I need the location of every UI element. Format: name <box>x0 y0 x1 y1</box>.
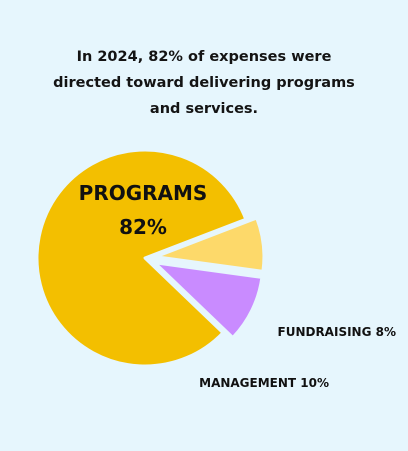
pie-slices <box>35 148 266 368</box>
pie-slice-fundraising <box>154 216 266 273</box>
pie-slice-programs <box>35 148 248 368</box>
chart-title: In 2024, 82% of expenses were directed t… <box>0 44 408 122</box>
title-line-3: and services. <box>149 101 259 117</box>
slice-label-programs-value: 82% <box>119 215 167 239</box>
pie-slice-management <box>153 261 264 340</box>
slice-label-management: MANAGEMENT 10% <box>199 376 329 390</box>
title-line-1: In 2024, 82% of expenses were <box>76 49 332 65</box>
title-line-2: directed toward delivering programs <box>53 75 355 91</box>
slice-label-fundraising: FUNDRAISING 8% <box>278 325 397 339</box>
slice-label-programs-name: PROGRAMS <box>79 181 208 205</box>
